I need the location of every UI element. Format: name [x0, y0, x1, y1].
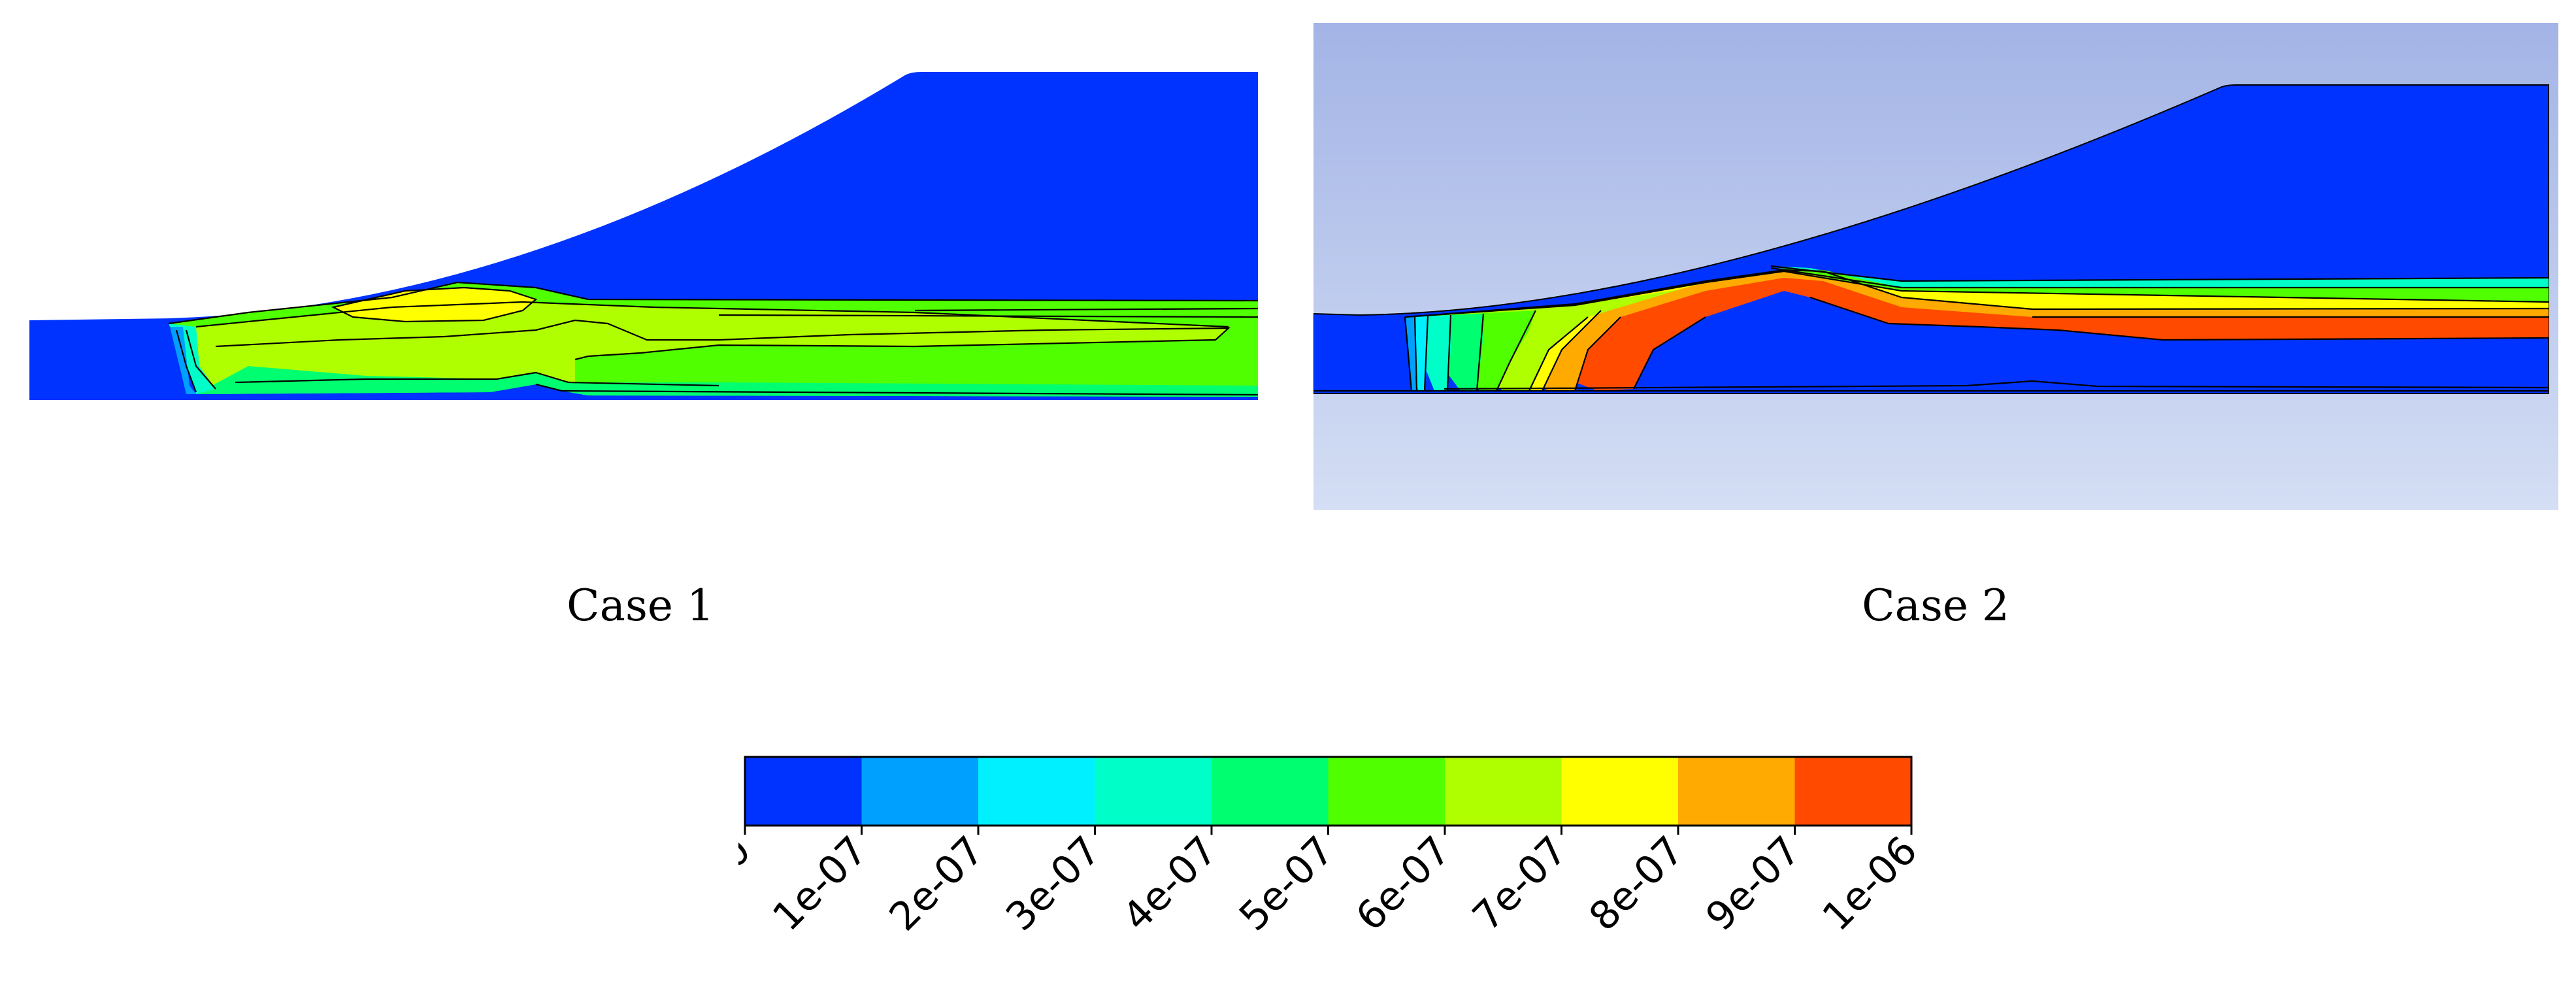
case1-label: Case 1 — [567, 580, 714, 631]
case2-contour-plot — [1313, 23, 2558, 510]
colorbar-tick-label: 4e-07 — [1114, 828, 1227, 940]
colorbar-bins — [745, 757, 1912, 826]
case2-shear-aqua — [1771, 266, 2549, 288]
case2-label: Case 2 — [1862, 580, 2009, 631]
colorbar-tick-label: 1e-07 — [764, 828, 876, 940]
case1-contour-plot — [29, 72, 1259, 400]
case1-band-inlet2 — [170, 327, 196, 394]
colorbar-bin — [1794, 757, 1912, 826]
colorbar-tick-label: 2e-07 — [881, 828, 993, 940]
case2-shear-green — [1771, 268, 2549, 302]
case2-band-yellow — [1405, 270, 2549, 391]
case2-contour-lines — [1313, 265, 2549, 392]
colorbar-tick-label: 9e-07 — [1697, 828, 1809, 940]
colorbar-tick-label: 6e-07 — [1347, 828, 1460, 940]
colorbar-tick-label: 8e-07 — [1581, 828, 1693, 940]
colorbar-bin — [1445, 757, 1562, 826]
colorbar-tick-label: 1e-06 — [1814, 828, 1915, 940]
case1-contour-lines — [168, 281, 1259, 396]
colorbar: 0e+00 1e-07 2e-07 3e-07 4e-07 5e-07 6e-07 7e-07… — [738, 756, 1915, 953]
colorbar-bin — [978, 757, 1095, 826]
colorbar-bin — [1678, 757, 1795, 826]
colorbar-bin — [1095, 757, 1212, 826]
colorbar-ticks: 0e+00 1e-07 2e-07 3e-07 4e-07 5e-07 6e-07 7e-07… — [738, 826, 1915, 953]
case2-band-lblue — [1405, 316, 1417, 391]
colorbar-bin — [1328, 757, 1445, 826]
colorbar-bin — [1561, 757, 1679, 826]
colorbar-bin — [745, 757, 862, 826]
colorbar-tick-label: 5e-07 — [1230, 828, 1343, 940]
colorbar-bin — [1212, 757, 1329, 826]
colorbar-tick-label: 0e+00 — [738, 828, 760, 953]
colorbar-tick-label: 7e-07 — [1464, 828, 1576, 940]
colorbar-tick-label: 3e-07 — [997, 828, 1110, 940]
case1-band-5e07 — [196, 366, 1258, 397]
colorbar-bin — [861, 757, 979, 826]
case2-band-red — [1405, 270, 2549, 391]
